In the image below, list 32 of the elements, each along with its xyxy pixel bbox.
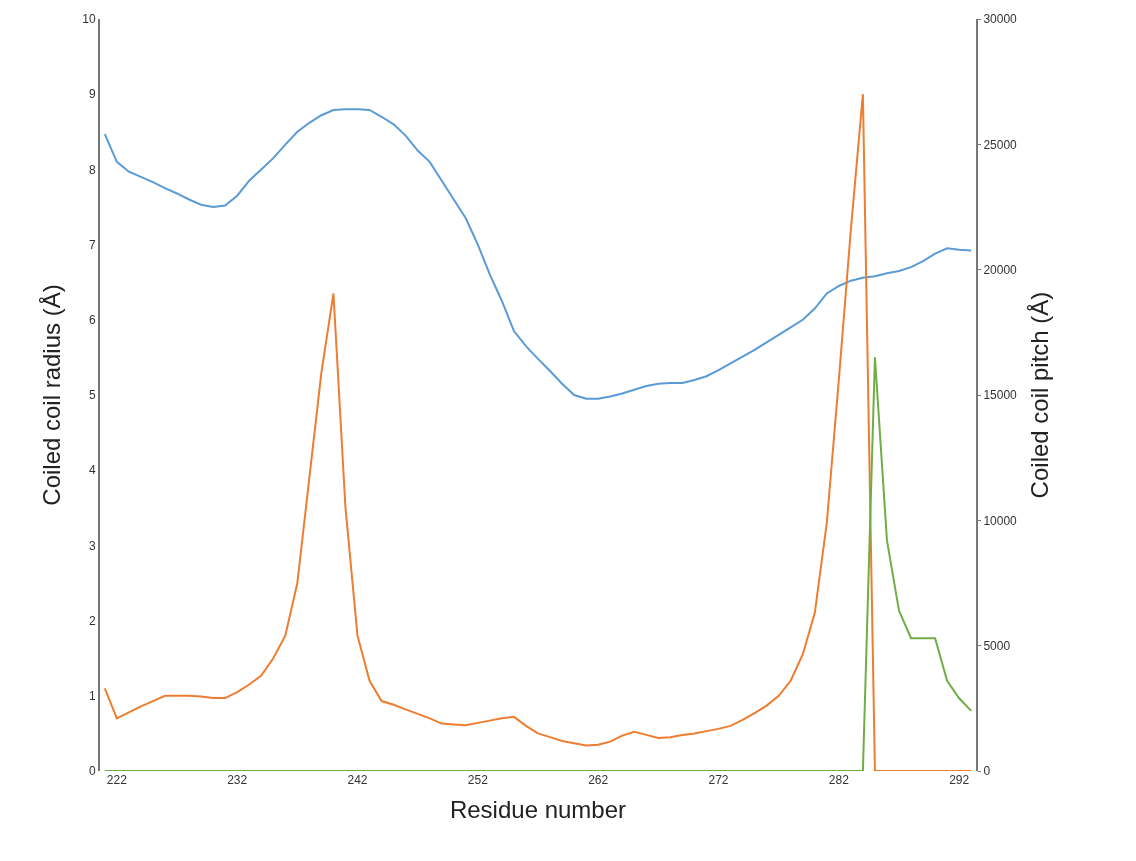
x-tick-label: 222 <box>106 773 128 787</box>
y2-tick-label: 20000 <box>983 262 1018 277</box>
y-tick-label: 7 <box>88 237 96 252</box>
y-tick-label: 6 <box>88 313 96 327</box>
y-tick-label: 3 <box>88 538 96 553</box>
y-tick-label: 10 <box>82 12 96 27</box>
x-tick-label: 232 <box>227 773 248 787</box>
x-axis-title: Residue number <box>449 796 627 824</box>
y-tick-label: 4 <box>88 463 96 478</box>
x-tick-label: 272 <box>708 773 729 787</box>
y2-axis-title: Coiled coil pitch (Å) <box>1025 291 1053 499</box>
y2-tick-label: 15000 <box>983 388 1018 403</box>
x-tick-label: 282 <box>828 773 850 787</box>
y2-tick-label: 5000 <box>983 638 1011 653</box>
y-tick-label: 0 <box>88 764 96 779</box>
line-series <box>103 356 973 771</box>
y2-tick-label: 10000 <box>983 513 1018 528</box>
y-axis-title: Coiled coil radius (Å) <box>37 284 65 506</box>
y2-tick-label: 30000 <box>983 12 1018 27</box>
y2-tick-label: 25000 <box>983 137 1018 152</box>
x-tick-label: 262 <box>588 773 609 787</box>
y2-tick-label: 0 <box>983 764 991 779</box>
y-tick-label: 9 <box>88 87 96 102</box>
line-series <box>103 108 973 400</box>
x-tick-label: 292 <box>949 773 970 787</box>
y-tick-label: 1 <box>88 689 96 703</box>
line-series <box>103 93 973 771</box>
y-tick-label: 5 <box>88 388 96 403</box>
x-tick-label: 252 <box>467 773 489 787</box>
y-tick-label: 8 <box>88 162 96 177</box>
x-tick-label: 242 <box>347 773 368 787</box>
y-tick-label: 2 <box>88 613 96 628</box>
